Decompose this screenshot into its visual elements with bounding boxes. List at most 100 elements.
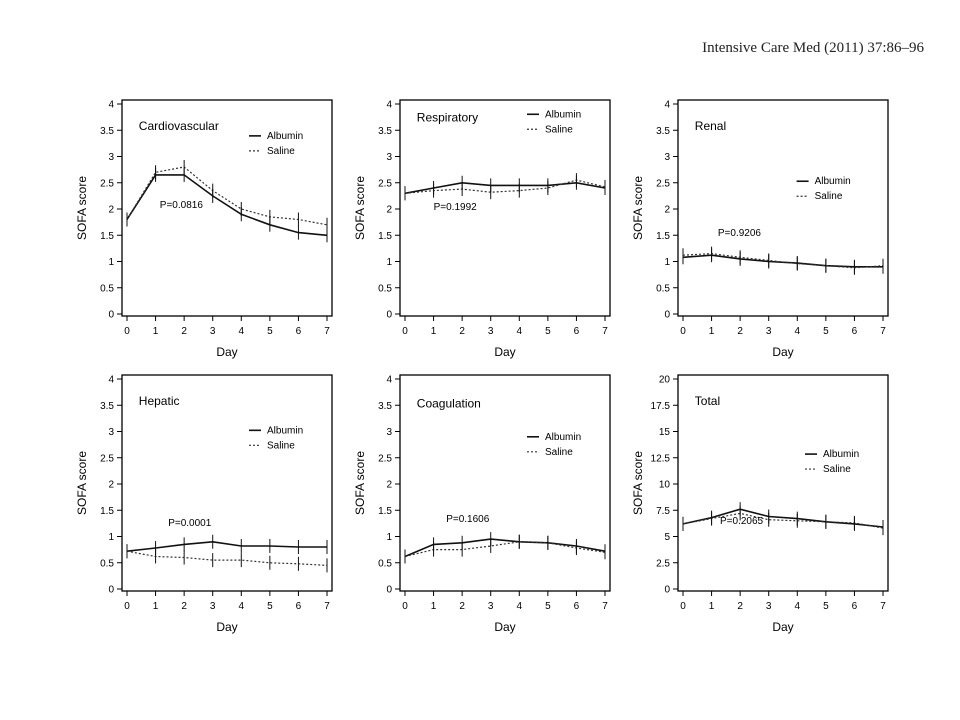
plot-frame [121,99,333,317]
x-tick-label: 0 [680,326,686,337]
series-line-saline [126,550,328,566]
x-tick-label: 0 [124,601,130,612]
y-tick-label: 0.5 [100,558,114,569]
y-tick-label: 2 [664,205,670,216]
y-tick-label: 17.5 [651,401,671,412]
x-tick-label: 3 [488,326,494,337]
p-value-annotation: P=0.2065 [720,516,764,527]
x-tick-label: 2 [459,601,465,612]
series-line-albumin [404,181,606,195]
y-axis-title: SOFA score [631,451,645,515]
y-tick-label: 1.5 [378,506,392,517]
series-line-albumin [126,174,328,237]
y-tick-label: 12.5 [651,453,671,464]
x-axis-title: Day [494,620,515,634]
panel-title: Total [695,394,720,408]
series-line-saline [682,252,884,269]
y-tick-label: 2 [108,480,114,491]
y-axis-title: SOFA score [75,451,89,515]
x-tick-label: 3 [210,601,216,612]
y-tick-label: 1 [108,257,114,268]
legend-label: Saline [545,447,573,458]
x-tick-label: 2 [181,326,187,337]
y-tick-label: 4 [664,100,670,111]
p-value-annotation: P=0.1992 [434,202,478,213]
panel-total: 0 2.5 5 7.5 10 12.5 15 17.5 20 0 1 2 3 4 5 6 7 Day SOFA sc… [631,374,889,634]
legend-label: Saline [545,124,573,135]
x-tick-label: 5 [545,601,551,612]
x-tick-label: 2 [181,601,187,612]
plot-frame [121,374,333,592]
y-tick-label: 0.5 [378,283,392,294]
legend-label: Albumin [267,425,303,436]
y-tick-label: 2.5 [656,558,670,569]
plot-frame [677,374,889,592]
y-tick-label: 1 [108,532,114,543]
x-tick-label: 5 [267,601,273,612]
y-axis-title: SOFA score [353,451,367,515]
x-tick-label: 4 [239,326,245,337]
y-tick-label: 15 [659,427,671,438]
x-tick-label: 4 [517,601,523,612]
legend-label: Saline [267,146,295,157]
y-tick-label: 0.5 [656,283,670,294]
legend-label: Saline [823,464,851,475]
y-tick-label: 3 [108,427,114,438]
panel-title: Hepatic [139,394,180,408]
y-tick-label: 1 [664,257,670,268]
x-tick-label: 7 [324,601,330,612]
x-tick-label: 7 [880,601,886,612]
y-tick-label: 1 [386,257,392,268]
legend-label: Albumin [545,432,581,443]
x-tick-label: 5 [267,326,273,337]
series-line-saline [404,541,606,558]
x-tick-label: 5 [545,326,551,337]
y-tick-label: 2.5 [378,453,392,464]
legend-label: Albumin [823,449,859,460]
x-tick-label: 2 [737,326,743,337]
x-tick-label: 6 [852,601,858,612]
legend-label: Saline [815,191,843,202]
y-tick-label: 3.5 [656,126,670,137]
y-tick-label: 3.5 [378,126,392,137]
series-line-saline [404,179,606,194]
x-tick-label: 4 [517,326,523,337]
y-tick-label: 10 [659,480,671,491]
panel-renal: 0 0.5 1 1.5 2 2.5 3 3.5 4 0 1 2 3 4 5 6 7 Day SOFA score Re… [631,99,889,359]
y-tick-label: 5 [664,532,670,543]
y-tick-label: 2.5 [100,178,114,189]
x-tick-label: 6 [852,326,858,337]
plot-frame [399,374,611,592]
x-axis-title: Day [772,345,793,359]
y-tick-label: 2.5 [378,178,392,189]
y-tick-label: 0 [108,310,114,321]
y-tick-label: 4 [108,100,114,111]
y-tick-label: 2 [108,205,114,216]
x-tick-label: 1 [153,601,159,612]
series-line-saline [126,166,328,226]
y-tick-label: 0 [664,585,670,596]
plot-frame [677,99,889,317]
x-tick-label: 2 [459,326,465,337]
panel-respiratory: 0 0.5 1 1.5 2 2.5 3 3.5 4 0 1 2 3 4 5 6 7 Day SOFA score Re… [353,99,611,359]
panel-coagulation: 0 0.5 1 1.5 2 2.5 3 3.5 4 0 1 2 3 4 5 6 7 Day SOFA score Co… [353,374,611,634]
panel-cardiovascular: 0 0.5 1 1.5 2 2.5 3 3.5 4 0 1 2 3 4 5 6 7 Day SOFA score Ca… [75,99,333,359]
x-tick-label: 1 [153,326,159,337]
y-tick-label: 3 [108,152,114,163]
y-tick-label: 1.5 [378,231,392,242]
y-tick-label: 2 [386,480,392,491]
y-tick-label: 1.5 [100,231,114,242]
x-tick-label: 3 [210,326,216,337]
y-tick-label: 4 [108,375,114,386]
p-value-annotation: P=0.0816 [160,200,204,211]
x-axis-title: Day [494,345,515,359]
y-tick-label: 0 [386,585,392,596]
x-tick-label: 1 [431,601,437,612]
y-tick-label: 2.5 [100,453,114,464]
x-tick-label: 7 [324,326,330,337]
legend-label: Albumin [267,131,303,142]
x-tick-label: 6 [574,601,580,612]
x-tick-label: 4 [239,601,245,612]
series-line-albumin [682,254,883,268]
